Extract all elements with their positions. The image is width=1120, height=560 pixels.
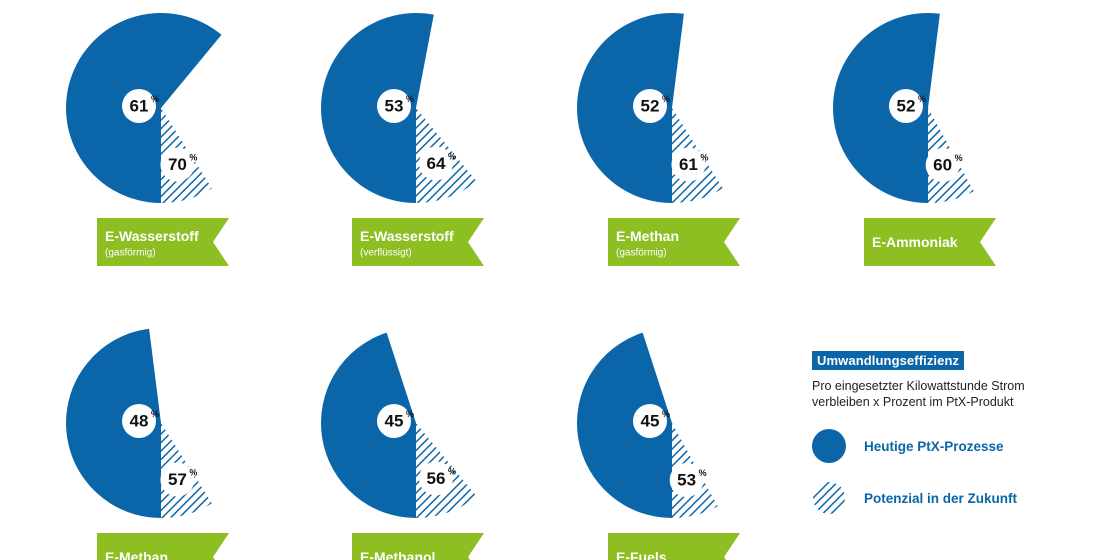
pie-7-today-label-bg [633, 404, 667, 438]
pie-4-future-unit: % [955, 153, 963, 163]
pie-3-today-label-bg [633, 89, 667, 123]
pie-6-future-unit: % [448, 466, 456, 476]
pie-2-label-flag [352, 218, 484, 266]
pie-4-future-value: 60 [933, 156, 952, 175]
pie-2-future-value: 64 [426, 154, 445, 173]
pie-chart-5: E-Methan [66, 328, 229, 560]
pie-4-today-label-bg [889, 89, 923, 123]
pie-5-today-slice [66, 328, 161, 518]
pie-4-label-flag [864, 218, 996, 266]
pie-1-sublabel: (gasförmig) [105, 248, 156, 259]
pie-7-today-slice [576, 332, 672, 518]
pie-1-future-value: 70 [168, 155, 187, 174]
pie-5-label: E-Methan [105, 549, 168, 560]
pie-2-future-unit: % [448, 151, 456, 161]
pie-2-today-unit: % [406, 94, 414, 104]
pie-3-label-flag [608, 218, 740, 266]
pie-7-future-value: 53 [677, 471, 696, 490]
pie-6-today-value: 45 [385, 412, 404, 431]
pie-1-future-label-bg [160, 147, 195, 182]
pie-3-future-label-bg [671, 147, 706, 182]
pie-6-today-label-bg [377, 404, 411, 438]
pie-5-future-label-bg [160, 462, 195, 497]
pie-7-today-value: 45 [641, 412, 660, 431]
legend-title: Umwandlungseffizienz [812, 351, 965, 370]
pie-1-today-label-bg [122, 89, 156, 123]
pie-1-today-value: 61 [130, 97, 149, 116]
legend-description: Pro eingesetzter Kilowattstunde Strom ve… [812, 379, 1025, 409]
legend-label-future: Potenzial in der Zukunft [864, 490, 1018, 506]
pie-2-today-value: 53 [385, 97, 404, 116]
legend-swatch-future [813, 482, 845, 514]
pie-2-future-label-bg [418, 146, 453, 181]
pie-5-future-value: 57 [168, 470, 187, 489]
pie-1-label-flag [97, 218, 229, 266]
pie-3-label: E-Methan [616, 228, 679, 244]
pie-3-today-slice [576, 13, 684, 203]
pie-chart-3: E-Methan (gasförmig) [576, 13, 740, 266]
pie-6-future-label-bg [418, 461, 453, 496]
pie-3-sublabel: (gasförmig) [616, 248, 667, 259]
pie-6-future-value: 56 [426, 469, 445, 488]
legend-item-future: Potenzial in der Zukunft [812, 481, 1017, 515]
pie-5-today-unit: % [151, 409, 159, 419]
pie-5-label-flag [97, 533, 229, 560]
pie-3-future-unit: % [700, 153, 708, 163]
pie-6-label-flag [352, 533, 484, 560]
legend: Umwandlungseffizienz Pro eingesetzter Ki… [812, 351, 1112, 514]
pie-chart-4: E-Ammoniak [832, 13, 996, 266]
pie-5-today-label-bg [122, 404, 156, 438]
pie-7-label-flag [608, 533, 740, 560]
pie-chart-1: E-Wasserstoff (gasförmig) [66, 13, 229, 266]
pie-1-today-unit: % [151, 94, 159, 104]
pie-4-today-slice [832, 13, 940, 204]
pie-2-label: E-Wasserstoff [360, 228, 454, 244]
pie-3-today-unit: % [662, 94, 670, 104]
pie-7-future-unit: % [699, 468, 707, 478]
pie-7-label: E-Fuels [616, 549, 667, 560]
pie-chart-6: E-Methanol [320, 332, 484, 560]
pie-5-future-unit: % [189, 468, 197, 478]
pie-1-future-unit: % [189, 153, 197, 163]
pie-4-today-value: 52 [897, 97, 916, 116]
pie-chart-7: E-Fuels [576, 332, 740, 560]
pie-2-sublabel: (verflüssigt) [360, 248, 412, 259]
pie-7-future-label-bg [669, 463, 704, 498]
legend-swatch-today [812, 429, 846, 463]
pie-1-label: E-Wasserstoff [105, 228, 199, 244]
legend-label-today: Heutige PtX-Prozesse [864, 438, 1004, 454]
legend-item-today: Heutige PtX-Prozesse [812, 429, 1004, 463]
pie-3-future-value: 61 [679, 155, 698, 174]
pie-4-label: E-Ammoniak [872, 234, 958, 250]
pie-4-today-unit: % [918, 94, 926, 104]
pie-6-label: E-Methanol [360, 549, 435, 560]
pie-7-today-unit: % [662, 409, 670, 419]
pie-6-today-unit: % [406, 409, 414, 419]
pie-5-today-value: 48 [130, 412, 149, 431]
pie-4-future-label-bg [925, 148, 960, 183]
pie-2-today-label-bg [377, 89, 411, 123]
pie-6-today-slice [320, 332, 416, 518]
pie-3-today-value: 52 [641, 97, 660, 116]
pie-chart-2: E-Wasserstoff (verflüssigt) [321, 13, 484, 266]
